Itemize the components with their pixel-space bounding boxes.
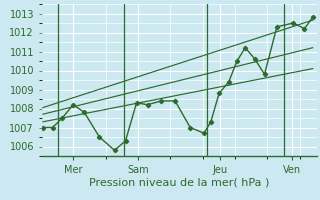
X-axis label: Pression niveau de la mer( hPa ): Pression niveau de la mer( hPa ) [89,178,269,188]
